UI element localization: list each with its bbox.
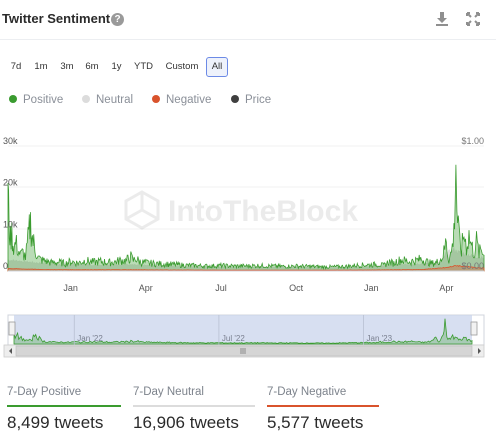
x-tick-label: Jan [364, 283, 379, 293]
stat-underline-neutral [133, 405, 255, 407]
stat-label-positive: 7-Day Positive [7, 386, 82, 398]
y-axis-right: $0.00 $1.00 [461, 136, 484, 271]
header: Twitter Sentiment ? [0, 0, 496, 40]
range-button-ytd[interactable]: YTD [130, 57, 157, 77]
x-tick-label: Oct [289, 283, 304, 293]
watermark: IntoTheBlock [124, 190, 358, 230]
sentiment-chart[interactable]: IntoTheBlock 0 10k 20k 30k $0.00 $1.00 Jan Ap… [0, 130, 496, 360]
stat-positive: 7-Day Positive 8,499 tweets [7, 380, 121, 439]
x-tick-label: Apr [439, 283, 453, 293]
legend-dot-negative [152, 95, 160, 103]
legend-dot-neutral [82, 95, 90, 103]
y-right-tick-label: $1.00 [461, 136, 484, 146]
y-left-tick-label: 30k [3, 136, 18, 146]
chart-grid [8, 145, 484, 230]
range-button-custom[interactable]: Custom [162, 57, 202, 77]
range-button-7d[interactable]: 7d [6, 57, 26, 77]
scroll-right-arrow-icon[interactable] [478, 348, 481, 354]
navigator-series [13, 318, 473, 345]
legend-item-negative[interactable]: Negative [152, 94, 211, 108]
range-button-all[interactable]: All [206, 57, 228, 77]
range-button-3m[interactable]: 3m [56, 57, 78, 77]
navigator-handle-right[interactable] [470, 321, 478, 336]
range-button-1y[interactable]: 1y [107, 57, 126, 77]
legend-dot-positive [9, 95, 17, 103]
range-button-6m[interactable]: 6m [82, 57, 102, 77]
legend-label-negative: Negative [166, 94, 212, 106]
legend-dot-price [231, 95, 239, 103]
navigator-tick-label: Jan '22 [77, 334, 103, 343]
x-tick-label: Apr [139, 283, 153, 293]
navigator-tick-label: Jul '22 [222, 334, 245, 343]
legend-item-neutral[interactable]: Neutral [82, 94, 133, 108]
series-positive [7, 164, 485, 272]
x-tick-label: Jan [63, 283, 78, 293]
stat-negative: 7-Day Negative 5,577 tweets [267, 380, 379, 439]
stat-neutral: 7-Day Neutral 16,906 tweets [133, 380, 255, 439]
legend-label-positive: Positive [23, 94, 64, 106]
scrollbar-thumb[interactable] [15, 345, 473, 357]
navigator-selection[interactable] [14, 315, 472, 345]
stat-value-neutral: 16,906 tweets [133, 413, 239, 432]
navigator-handle-left[interactable] [8, 321, 16, 336]
page-title: Twitter Sentiment [2, 11, 111, 26]
stat-underline-positive [7, 405, 121, 407]
legend-item-price[interactable]: Price [231, 94, 271, 108]
legend-label-price: Price [245, 94, 272, 106]
legend-item-positive[interactable]: Positive [9, 94, 63, 108]
stat-value-negative: 5,577 tweets [267, 413, 364, 432]
navigator-series-positive [13, 318, 473, 345]
stat-value-positive: 8,499 tweets [7, 413, 104, 432]
legend-label-neutral: Neutral [96, 94, 134, 106]
navigator[interactable]: Jan '22 Jul '22 Jan '23 [3, 314, 485, 358]
stat-label-neutral: 7-Day Neutral [133, 386, 204, 398]
fullscreen-icon[interactable] [464, 10, 482, 28]
x-tick-label: Jul [215, 283, 227, 293]
series-negative [7, 265, 485, 272]
y-left-tick-label: 20k [3, 178, 18, 188]
watermark-text: IntoTheBlock [168, 195, 358, 228]
y-axis-left: 0 10k 20k 30k [3, 136, 18, 271]
stat-label-negative: 7-Day Negative [267, 386, 347, 398]
y-left-tick-label: 10k [3, 219, 18, 229]
sentiment-stats: 7-Day Positive 8,499 tweets 7-Day Neutra… [0, 380, 496, 439]
x-axis: Jan Apr Jul Oct Jan Apr [63, 283, 453, 293]
navigator-axis: Jan '22 Jul '22 Jan '23 [73, 315, 393, 345]
stat-underline-negative [267, 405, 379, 407]
intotheblock-logo-icon [124, 190, 160, 230]
scroll-grip-icon[interactable] [240, 348, 246, 354]
scroll-left-arrow-icon[interactable] [9, 348, 12, 354]
question-circle-icon[interactable]: ? [111, 13, 124, 26]
range-button-1m[interactable]: 1m [31, 57, 51, 77]
navigator-tick-label: Jan '23 [367, 334, 393, 343]
y-right-tick-label: $0.00 [461, 261, 484, 271]
y-left-tick-label: 0 [3, 261, 8, 271]
download-icon[interactable] [433, 10, 451, 28]
